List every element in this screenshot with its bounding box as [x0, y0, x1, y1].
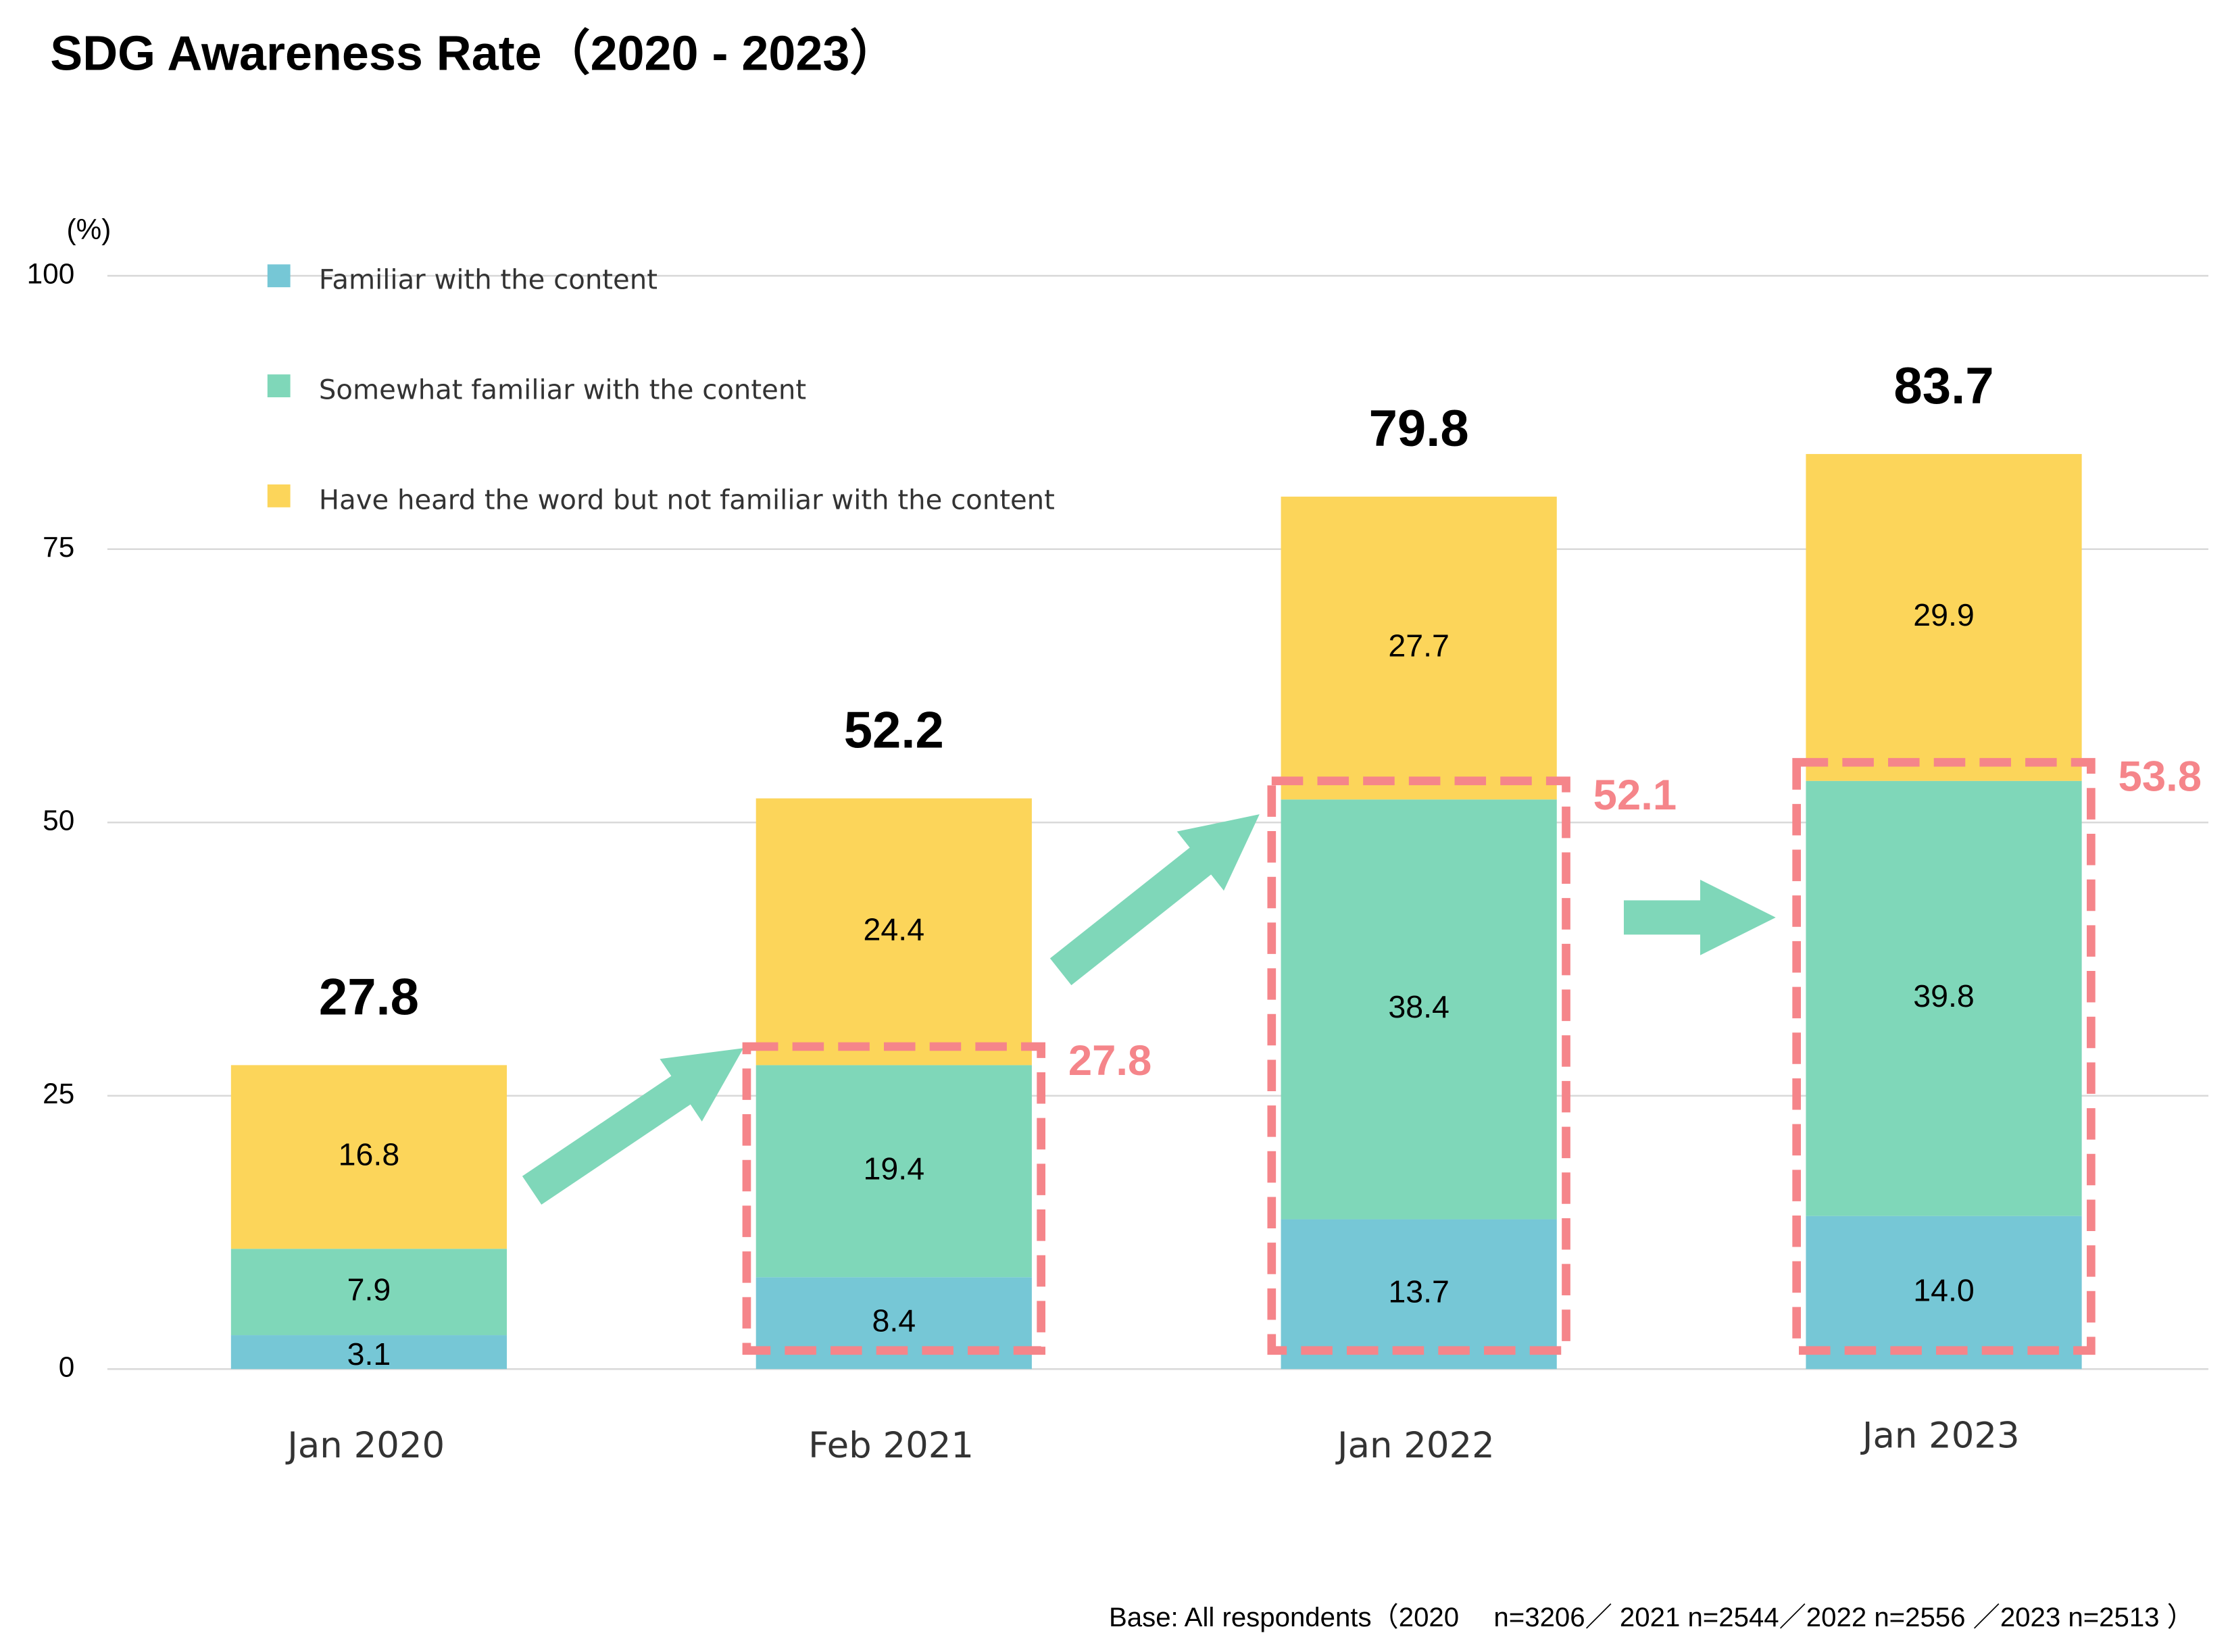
highlight-label: 53.8 [2118, 753, 2202, 800]
data-label: 3.1 [347, 1336, 391, 1372]
total-label: 83.7 [1893, 357, 1993, 415]
bar-segment [1281, 497, 1557, 800]
data-label: 27.7 [1388, 628, 1450, 663]
bar-segment [755, 798, 1032, 1066]
y-tick-label: 0 [59, 1351, 75, 1382]
highlight-box [1267, 776, 1570, 1355]
legend-label: Have heard the word but not familiar wit… [319, 484, 1055, 516]
bar-segment [230, 1249, 507, 1336]
data-label: 29.9 [1913, 597, 1975, 632]
data-label: 8.4 [872, 1303, 916, 1338]
bar-segment [230, 1335, 507, 1370]
data-label: 7.9 [347, 1272, 391, 1307]
total-label: 79.8 [1369, 400, 1469, 457]
bar-segment [230, 1065, 507, 1249]
bar-segment [1806, 1216, 2082, 1370]
bar-segment [1281, 799, 1557, 1220]
arrow [1049, 814, 1260, 986]
footnote: Base: All respondents（2020 n=3206／ 2021 … [1109, 1602, 2194, 1632]
bar-segment [1806, 453, 2082, 781]
x-tick-label: Feb 2021 [808, 1425, 974, 1466]
legend-swatch [267, 264, 291, 288]
legend-swatch [267, 374, 291, 397]
data-label: 39.8 [1913, 978, 1975, 1013]
y-unit: (%) [67, 214, 112, 245]
x-tick-label: Jan 2023 [1860, 1415, 2020, 1456]
data-label: 16.8 [339, 1137, 400, 1172]
chart-title: SDG Awareness Rate（2020 - 2023） [50, 27, 898, 81]
bar-segment [1806, 780, 2082, 1216]
y-tick-label: 25 [43, 1078, 74, 1109]
arrow [522, 1048, 744, 1205]
data-label: 19.4 [864, 1151, 925, 1186]
highlight-label: 27.8 [1068, 1037, 1151, 1084]
total-label: 27.8 [319, 968, 419, 1026]
legend-label: Somewhat familiar with the content [319, 375, 806, 406]
bar-segment [1281, 1219, 1557, 1370]
highlight-box [742, 1042, 1045, 1355]
x-tick-label: Jan 2022 [1335, 1425, 1495, 1466]
data-label: 13.7 [1388, 1274, 1450, 1309]
y-tick-label: 50 [43, 804, 74, 836]
data-label: 14.0 [1913, 1272, 1975, 1307]
legend-label: Familiar with the content [319, 265, 658, 296]
total-label: 52.2 [844, 702, 944, 759]
y-tick-label: 75 [43, 531, 74, 563]
data-label: 38.4 [1388, 989, 1450, 1024]
x-tick-label: Jan 2020 [285, 1425, 445, 1466]
data-label: 24.4 [864, 911, 925, 947]
legend-swatch [267, 484, 291, 507]
highlight-label: 52.1 [1593, 772, 1677, 819]
highlight-box [1792, 757, 2096, 1355]
y-tick-label: 100 [27, 257, 75, 289]
bar-segment [755, 1065, 1032, 1278]
